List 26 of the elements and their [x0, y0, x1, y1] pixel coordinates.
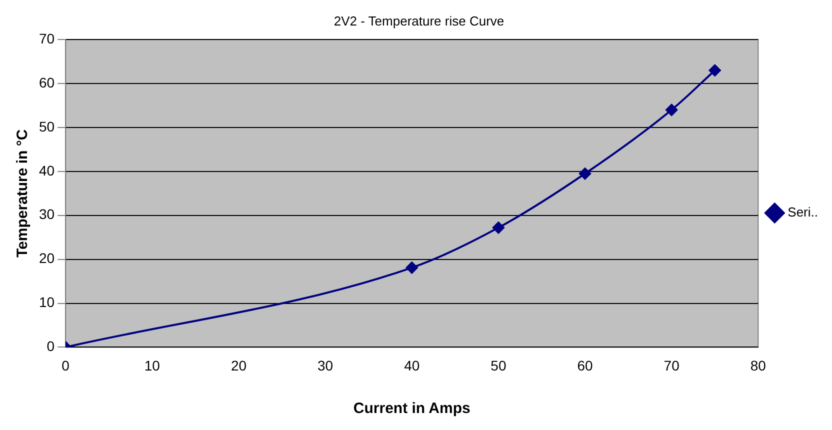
chart-title: 2V2 - Temperature rise Curve — [334, 13, 504, 28]
y-tick-label: 50 — [38, 118, 55, 134]
x-tick-label: 50 — [490, 357, 506, 374]
y-axis-title: Temperature in °C — [14, 129, 32, 258]
y-tick-label: 30 — [38, 206, 55, 222]
x-tick-label: 80 — [750, 357, 766, 374]
x-axis-title: Current in Amps — [353, 400, 470, 418]
x-tick-label: 70 — [664, 357, 680, 374]
x-tick-label: 30 — [318, 357, 334, 374]
legend-label: Seri.. — [788, 204, 818, 220]
y-tick-label: 70 — [38, 30, 55, 46]
x-tick-label: 10 — [144, 357, 160, 374]
point — [708, 64, 721, 76]
y-tick-label: 60 — [38, 74, 55, 90]
x-tick-label: 60 — [577, 357, 594, 374]
x-tick-label: 0 — [62, 357, 70, 374]
point — [492, 222, 504, 234]
x-tick-label: 40 — [404, 357, 420, 374]
x-tick-label: 20 — [230, 357, 247, 374]
y-tick-label: 20 — [38, 250, 55, 266]
y-tick-label: 0 — [46, 338, 55, 354]
point — [406, 262, 418, 274]
y-tick-label: 40 — [38, 162, 55, 178]
y-tick-label: 10 — [38, 294, 55, 310]
point — [579, 168, 592, 180]
point — [666, 104, 678, 116]
